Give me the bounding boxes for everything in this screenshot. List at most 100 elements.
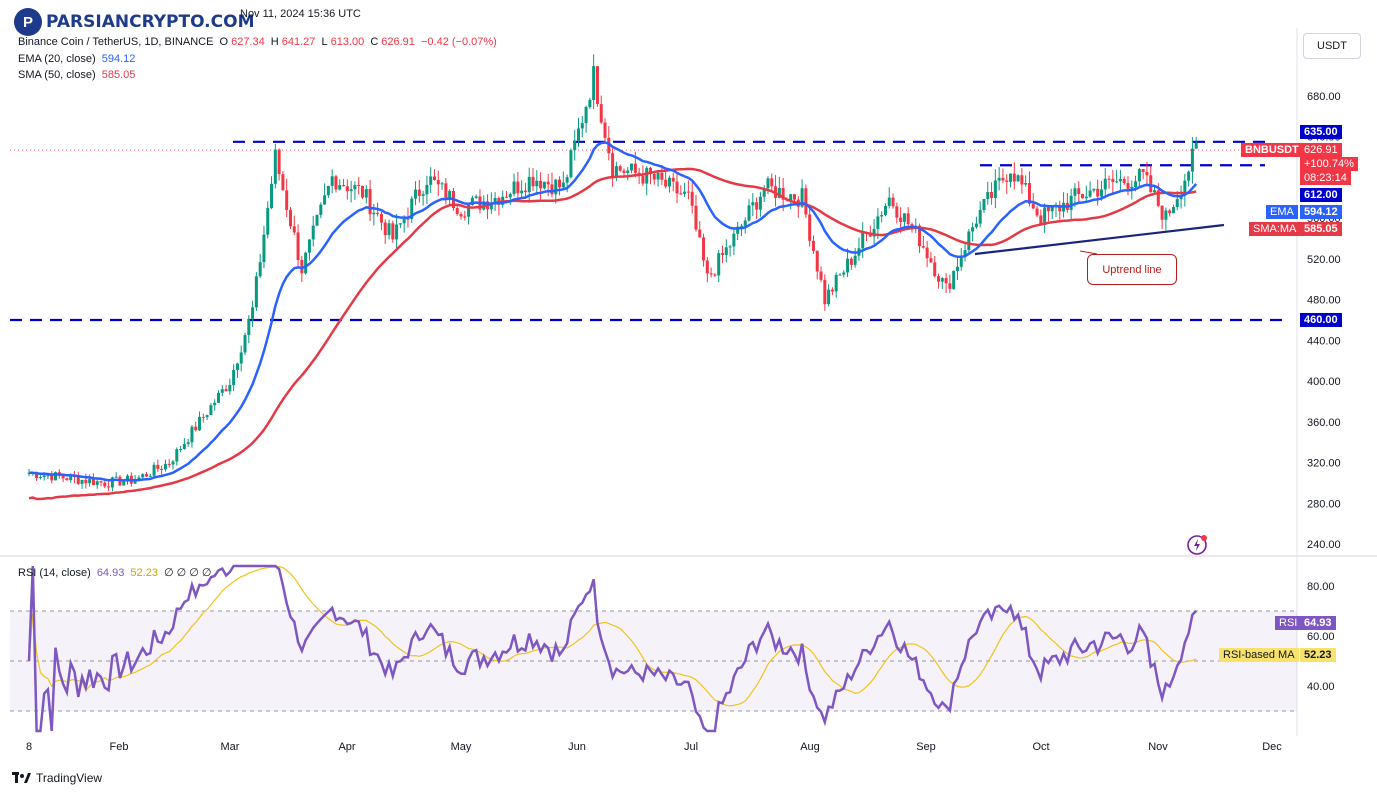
candle — [429, 167, 433, 194]
candle — [1194, 136, 1198, 149]
tradingview-footer[interactable]: TradingView — [12, 771, 102, 785]
close-value: 626.91 — [381, 36, 415, 48]
candle — [270, 176, 274, 210]
candle — [573, 129, 577, 161]
candle — [1107, 175, 1111, 189]
candle — [296, 224, 300, 267]
candle — [849, 256, 853, 270]
candle — [713, 272, 717, 277]
candle — [539, 172, 543, 201]
candle — [838, 273, 842, 276]
candle — [690, 180, 694, 214]
candle — [65, 477, 69, 481]
candle — [80, 479, 84, 490]
candle — [747, 199, 751, 222]
candle — [660, 164, 664, 186]
candle — [307, 239, 311, 261]
candle — [156, 459, 160, 472]
candle — [1081, 193, 1085, 199]
candle — [611, 146, 615, 187]
candle — [504, 191, 508, 199]
candle — [558, 176, 562, 196]
rsi-ma-tag: RSI-based MA — [1219, 648, 1299, 662]
candle — [592, 54, 596, 110]
candle — [440, 181, 444, 190]
level-635-tag: 635.00 — [1300, 125, 1342, 139]
candle — [95, 479, 99, 489]
candle — [550, 172, 554, 198]
candle — [315, 214, 319, 226]
candle — [38, 475, 42, 480]
candle — [163, 459, 167, 472]
time-tick-label: Mar — [221, 741, 240, 753]
candle — [755, 197, 759, 220]
candle — [1096, 179, 1100, 206]
sma-legend[interactable]: SMA (50, close) 585.05 — [18, 69, 136, 81]
candle — [201, 413, 205, 423]
candle — [160, 465, 164, 476]
candle — [1137, 168, 1141, 187]
candle — [804, 184, 808, 218]
candle — [141, 473, 145, 479]
candle — [842, 270, 846, 278]
candle — [1171, 204, 1175, 214]
high-value: 641.27 — [281, 36, 316, 48]
candle — [758, 191, 762, 217]
candle — [1126, 176, 1130, 196]
candle — [630, 163, 634, 174]
candle — [107, 480, 111, 491]
candle — [770, 173, 774, 193]
candle — [671, 172, 675, 192]
sma-legend-value: 585.05 — [101, 69, 136, 81]
candle — [54, 471, 58, 481]
candle — [997, 166, 1001, 191]
candle — [1122, 176, 1126, 185]
currency-button[interactable]: USDT — [1303, 33, 1361, 59]
candle — [357, 176, 361, 195]
candle — [209, 402, 213, 416]
sma-line — [28, 167, 1197, 501]
candle — [364, 185, 368, 204]
candle — [194, 421, 198, 432]
candle — [531, 168, 535, 192]
level-460-tag: 460.00 — [1300, 313, 1342, 327]
candle — [417, 179, 421, 203]
candle — [1187, 170, 1191, 187]
candle — [952, 270, 956, 290]
candle — [683, 182, 687, 198]
rsi-ma-tag-value: 52.23 — [1300, 648, 1336, 662]
rsi-legend[interactable]: RSI (14, close) 64.93 52.23 ∅ ∅ ∅ ∅ — [18, 567, 212, 579]
candle — [955, 257, 959, 280]
uptrend-callout[interactable]: Uptrend line — [1087, 254, 1177, 285]
candle — [1043, 203, 1047, 233]
candle — [61, 475, 65, 483]
candle — [516, 171, 520, 202]
candle — [599, 95, 603, 125]
price-tick-label: 680.00 — [1307, 91, 1341, 103]
candle — [1077, 181, 1081, 205]
candle — [175, 447, 179, 466]
candle — [815, 250, 819, 280]
candle — [1149, 165, 1153, 193]
candle — [861, 222, 865, 259]
candle — [963, 241, 967, 262]
candle — [739, 223, 743, 237]
price-tick-label: 360.00 — [1307, 417, 1341, 429]
time-tick-label: Sep — [916, 741, 936, 753]
candle — [618, 164, 622, 173]
candle — [1115, 169, 1119, 184]
candle — [846, 248, 850, 278]
candle — [338, 179, 342, 191]
candle — [906, 207, 910, 227]
lightning-icon[interactable] — [1186, 533, 1210, 557]
candle — [391, 220, 395, 243]
candle — [247, 315, 251, 344]
candle — [273, 143, 277, 189]
candle — [921, 235, 925, 249]
ema-legend[interactable]: EMA (20, close) 594.12 — [18, 53, 136, 65]
candle — [232, 364, 236, 392]
time-tick-label: Jun — [568, 741, 586, 753]
symbol-tag: BNBUSDT — [1241, 143, 1303, 157]
candle — [103, 480, 107, 489]
